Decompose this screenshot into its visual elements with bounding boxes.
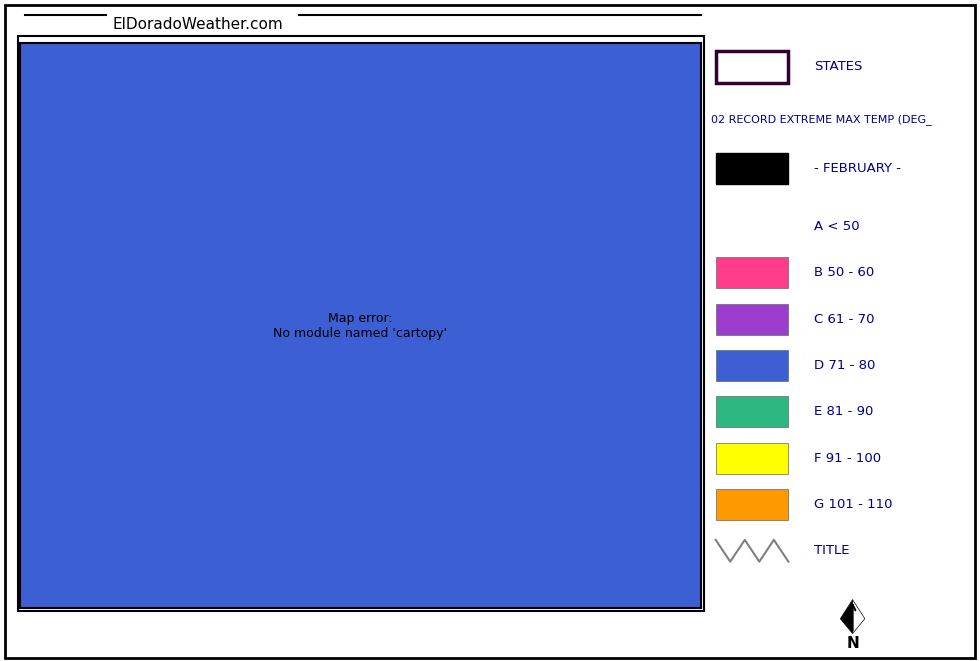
Bar [715, 153, 788, 184]
Text: 02 RECORD EXTREME MAX TEMP (DEG_: 02 RECORD EXTREME MAX TEMP (DEG_ [710, 114, 931, 125]
Bar [715, 350, 788, 381]
Text: D 71 - 80: D 71 - 80 [814, 359, 876, 372]
Text: C 61 - 70: C 61 - 70 [814, 313, 875, 326]
Text: G 101 - 110: G 101 - 110 [814, 498, 893, 511]
Polygon shape [853, 600, 865, 633]
Text: F 91 - 100: F 91 - 100 [814, 451, 881, 465]
Text: E 81 - 90: E 81 - 90 [814, 405, 874, 418]
Text: TITLE: TITLE [814, 544, 850, 557]
Text: A < 50: A < 50 [814, 220, 860, 233]
Text: Map error:
No module named 'cartopy': Map error: No module named 'cartopy' [273, 311, 447, 340]
Polygon shape [840, 600, 853, 633]
Text: ElDoradoWeather.com: ElDoradoWeather.com [113, 17, 283, 32]
Bar [715, 52, 788, 83]
Bar [715, 396, 788, 427]
Bar [715, 303, 788, 334]
Text: B 50 - 60: B 50 - 60 [814, 266, 874, 279]
Text: STATES: STATES [814, 61, 862, 73]
Text: - FEBRUARY -: - FEBRUARY - [814, 162, 902, 175]
Text: N: N [846, 637, 859, 652]
Bar [715, 442, 788, 474]
Bar [715, 489, 788, 520]
Bar [715, 257, 788, 288]
